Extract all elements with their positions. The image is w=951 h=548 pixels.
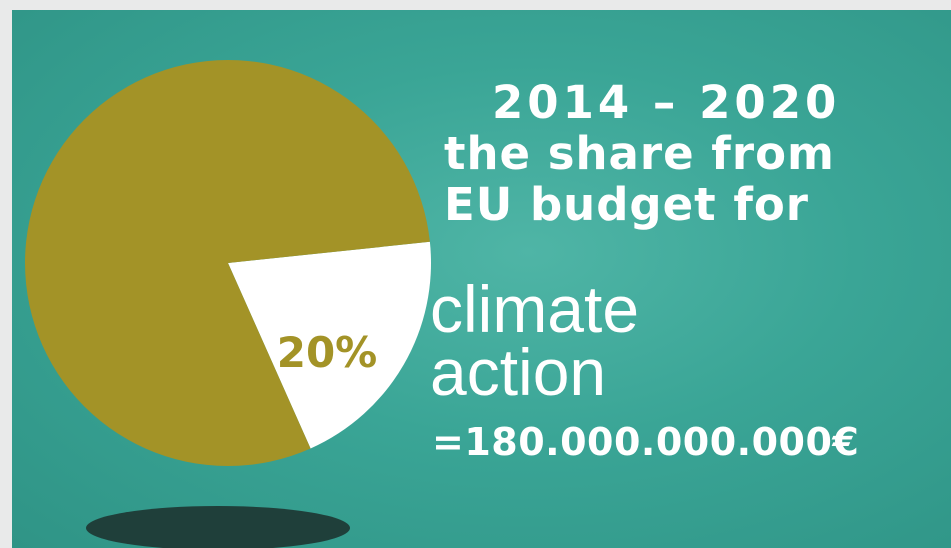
headline-line-2: the share from: [444, 127, 835, 180]
headline: 2014 – 2020 the share from EU budget for: [444, 80, 924, 227]
slice-label-20-percent: 20%: [277, 328, 378, 377]
pie-slice-main: [25, 59, 430, 466]
headline-line-3: EU budget for: [444, 178, 810, 231]
pie-slices: [25, 59, 431, 466]
budget-amount: =180.000.000.000€: [432, 420, 860, 464]
pie-chart: 20%: [25, 59, 431, 548]
topic-title: climate action: [430, 272, 640, 409]
topic-line-1: climate: [430, 272, 640, 346]
pie-shadow: [86, 506, 350, 548]
infographic-panel: 20% 2014 – 2020 the share from EU budget…: [12, 10, 951, 548]
pie-slice-highlight: [228, 241, 431, 449]
topic-line-2: action: [430, 334, 607, 409]
headline-years: 2014 – 2020: [492, 76, 841, 129]
